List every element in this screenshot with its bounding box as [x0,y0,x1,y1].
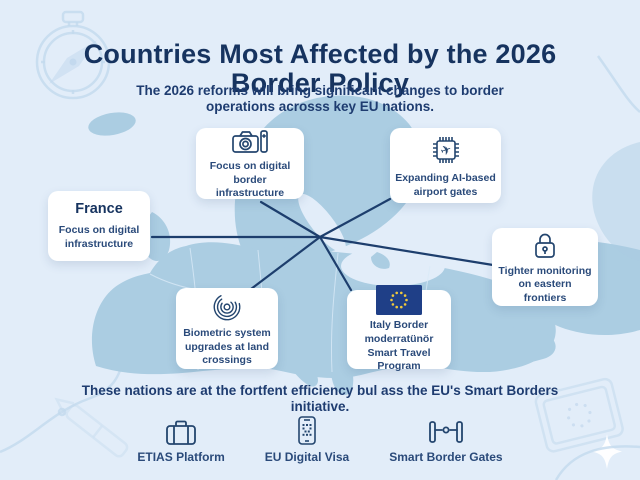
connector-lines [150,197,495,292]
page-subtitle: The 2026 reforms will bring significant … [136,83,504,114]
legend-item-digital-visa: EU Digital Visa [265,415,349,464]
footer-note: These nations are at the fortfent effici… [81,383,559,414]
page-title: Countries Most Affected by the 2026 Bord… [83,39,557,98]
sparkle-icon [592,434,622,469]
briefcase-icon [163,417,199,447]
callout-label: Focus on digital infrastructure [58,223,140,250]
fingerprint-icon [210,289,244,323]
phone-qr-icon [293,415,321,447]
ai-chip-plane-icon: ✈ [428,132,464,168]
callout-label: Biometric system upgrades at land crossi… [183,327,271,367]
callout-label: Focus on digital border infrastructure [209,160,291,200]
callout-card-italy-smart-travel: Italy Border moderratünör Smart Travel P… [347,285,451,372]
legend-label: Smart Border Gates [389,450,503,464]
passport-icon [534,377,624,453]
legend-item-border-gates: Smart Border Gates [389,417,503,464]
legend-item-etias: ETIAS Platform [137,417,225,464]
callout-card-eastern-frontiers: Tighter monitoring on eastern frontiers [492,228,598,306]
callout-card-digital-infrastructure: Focus on digital border infrastructure [196,128,304,199]
compass-icon [35,10,111,100]
svg-text:✈: ✈ [438,142,453,160]
callout-card-france: France Focus on digital infrastructure [48,191,150,261]
camera-icon [230,126,270,156]
legend-label: ETIAS Platform [137,450,225,464]
legend-row: ETIAS Platform EU [0,415,640,464]
border-gate-icon [427,417,465,447]
callout-label: Italy Border moderratünör Smart Travel P… [364,319,434,373]
country-name: France [75,200,123,217]
callout-card-ai-airport-gates: ✈ Expanding AI-based airport gates [390,128,501,203]
callout-card-biometric: Biometric system upgrades at land crossi… [176,288,278,369]
eu-flag-icon [376,285,422,316]
legend-label: EU Digital Visa [264,450,350,464]
callout-label: Tighter monitoring on eastern frontiers [498,264,592,304]
padlock-icon [528,229,562,261]
callout-label: Expanding AI-based airport gates [395,171,496,198]
